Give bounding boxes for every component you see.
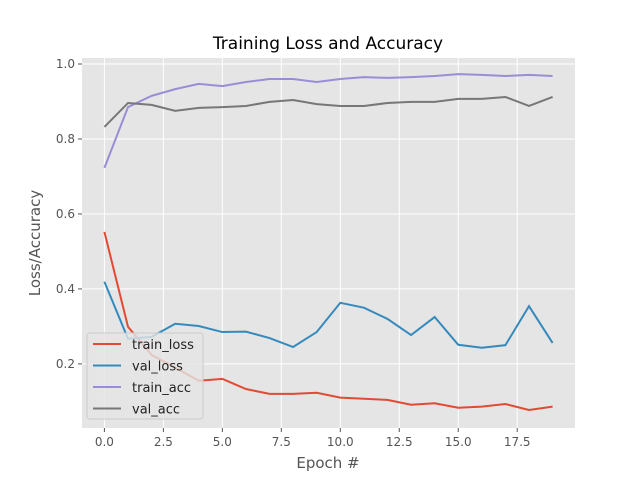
y-tick-label: 0.8 [56,132,75,146]
legend: train_loss val_loss train_acc val_acc [86,332,204,420]
x-tick-label: 15.0 [445,435,472,449]
y-tick-label: 1.0 [56,57,75,71]
series-line-train_acc [103,73,553,169]
legend-label-train_acc: train_acc [132,381,191,396]
x-tick-label: 2.5 [154,435,173,449]
x-tick-label: 7.5 [272,435,291,449]
x-tick-label: 10.0 [327,435,354,449]
legend-label-train_loss: train_loss [132,338,194,353]
legend-label-val_loss: val_loss [132,360,183,375]
legend-box [86,332,204,420]
legend-label-val_acc: val_acc [132,403,180,418]
y-tick-label: 0.6 [56,207,75,221]
chart-title: Training Loss and Accuracy [212,34,443,54]
x-axis-label: Epoch # [296,454,359,472]
y-axis-label: Loss/Accuracy [26,190,44,297]
series-line-val_acc [103,95,553,128]
y-tick-label: 0.2 [56,357,75,371]
y-tick-label: 0.4 [56,282,75,296]
x-tick-label: 17.5 [504,435,531,449]
x-tick-label: 12.5 [386,435,413,449]
x-tick-label: 0.0 [95,435,114,449]
ticks: 0.0 2.5 5.0 7.5 10.0 12.5 15.0 17.5 0.2 0.4 0.6 0.8… [56,57,531,449]
x-tick-label: 5.0 [213,435,232,449]
series-line-val_loss [103,281,554,349]
